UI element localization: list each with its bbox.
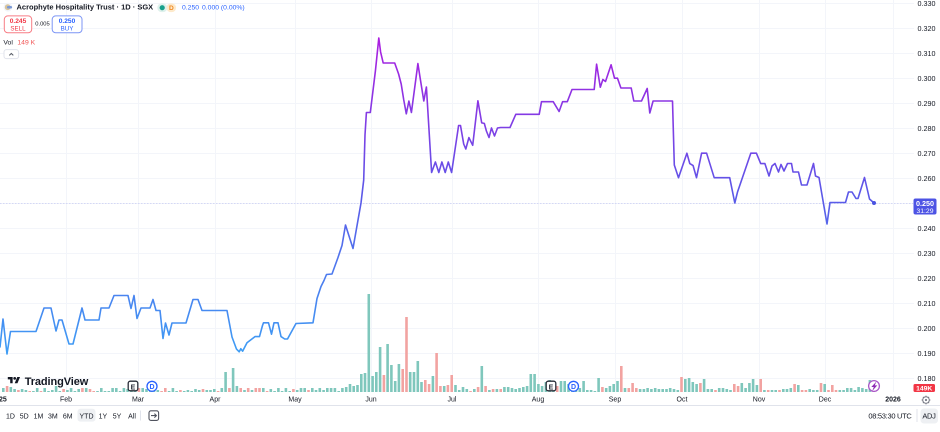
svg-text:Nov: Nov: [753, 397, 766, 404]
svg-text:25: 25: [0, 397, 7, 404]
svg-text:D: D: [169, 5, 174, 12]
svg-text:0.200: 0.200: [918, 324, 936, 333]
svg-text:0.245: 0.245: [10, 18, 27, 25]
svg-text:BUY: BUY: [61, 26, 74, 33]
svg-text:0.290: 0.290: [918, 99, 936, 108]
svg-text:0.240: 0.240: [918, 224, 936, 233]
svg-text:0.180: 0.180: [918, 374, 936, 383]
svg-text:5Y: 5Y: [113, 413, 122, 420]
svg-text:0.210: 0.210: [918, 299, 936, 308]
svg-text:5D: 5D: [20, 413, 29, 420]
svg-text:1Y: 1Y: [99, 413, 108, 420]
svg-text:0.190: 0.190: [918, 349, 936, 358]
svg-text:0.250: 0.250: [59, 18, 76, 25]
svg-text:SELL: SELL: [10, 26, 26, 33]
svg-text:ADJ: ADJ: [922, 412, 936, 421]
svg-text:0.005: 0.005: [35, 22, 50, 28]
svg-text:0.280: 0.280: [918, 124, 936, 133]
svg-text:May: May: [288, 397, 302, 404]
svg-text:149 K: 149 K: [17, 39, 35, 46]
svg-text:0.300: 0.300: [918, 74, 936, 83]
svg-text:Oct: Oct: [677, 397, 688, 404]
svg-text:Jul: Jul: [448, 397, 457, 404]
svg-text:Mar: Mar: [132, 397, 145, 404]
svg-text:0.270: 0.270: [918, 149, 936, 158]
svg-text:31:29: 31:29: [916, 208, 933, 215]
svg-text:Sep: Sep: [609, 397, 622, 404]
svg-text:Aug: Aug: [532, 397, 545, 404]
svg-text:TradingView: TradingView: [25, 376, 89, 388]
svg-text:Apr: Apr: [210, 397, 222, 404]
svg-text:Jun: Jun: [365, 397, 376, 404]
svg-text:149K: 149K: [916, 386, 932, 393]
svg-text:1M: 1M: [34, 413, 44, 420]
svg-text:Dec: Dec: [819, 397, 832, 404]
svg-text:0.000 (0.00%): 0.000 (0.00%): [202, 4, 245, 11]
svg-text:3M: 3M: [48, 413, 58, 420]
svg-text:Feb: Feb: [60, 397, 72, 404]
svg-text:D: D: [149, 384, 154, 391]
svg-text:Vol: Vol: [3, 39, 13, 46]
svg-text:D: D: [571, 384, 576, 391]
svg-text:0.260: 0.260: [918, 174, 936, 183]
svg-text:Acrophyte Hospitality Trust ·: Acrophyte Hospitality Trust · 1D · SGX: [17, 2, 154, 11]
svg-text:0.220: 0.220: [918, 274, 936, 283]
svg-text:0.320: 0.320: [918, 24, 936, 33]
svg-text:0.310: 0.310: [918, 49, 936, 58]
svg-text:All: All: [128, 413, 136, 420]
svg-text:1D: 1D: [6, 413, 15, 420]
svg-text:E: E: [131, 384, 136, 391]
svg-text:08:53:30 UTC: 08:53:30 UTC: [868, 412, 912, 421]
svg-text:6M: 6M: [63, 413, 73, 420]
svg-text:0.230: 0.230: [918, 249, 936, 258]
svg-text:0.330: 0.330: [918, 0, 936, 8]
svg-text:YTD: YTD: [80, 413, 94, 420]
svg-text:0.250: 0.250: [916, 199, 934, 208]
svg-text:2026: 2026: [885, 397, 901, 404]
svg-text:E: E: [549, 384, 554, 391]
svg-text:0.250: 0.250: [182, 4, 199, 11]
